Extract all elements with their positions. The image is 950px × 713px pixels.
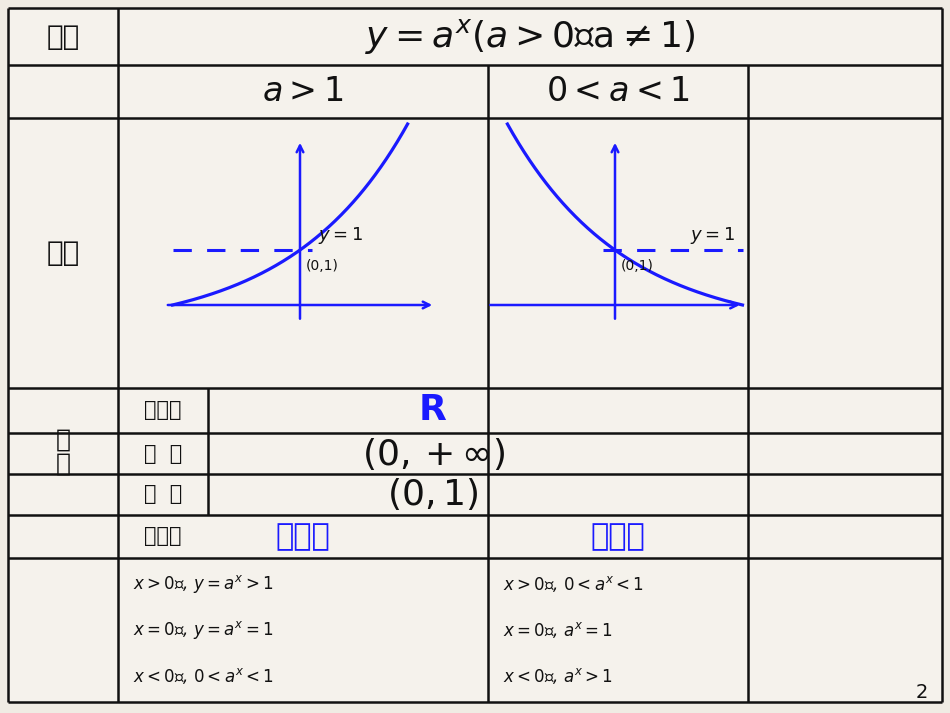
Text: $a>1$: $a>1$: [262, 75, 344, 108]
Text: $(0,+\infty)$: $(0,+\infty)$: [362, 436, 504, 471]
Text: 图象: 图象: [47, 239, 80, 267]
Text: 定义: 定义: [47, 23, 80, 51]
Text: $0<a<1$: $0<a<1$: [546, 75, 690, 108]
Text: 单调性: 单调性: [144, 526, 181, 546]
Text: $(0,1)$: $(0,1)$: [388, 476, 479, 513]
Text: $y=1$: $y=1$: [318, 225, 363, 247]
Text: $x>0$时, $0<a^x<1$: $x>0$时, $0<a^x<1$: [503, 574, 644, 594]
Text: $x=0$时, $y=a^x=1$: $x=0$时, $y=a^x=1$: [133, 619, 274, 641]
Text: $y=a^x(a>0$且$\mathrm{a}\neq1)$: $y=a^x(a>0$且$\mathrm{a}\neq1)$: [365, 17, 695, 56]
Text: $x>0$时, $y=a^x>1$: $x>0$时, $y=a^x>1$: [133, 573, 274, 595]
Text: 质: 质: [55, 451, 70, 476]
Text: (0,1): (0,1): [621, 259, 654, 273]
Text: 定义域: 定义域: [144, 401, 181, 421]
Text: $\mathbf{R}$: $\mathbf{R}$: [418, 394, 447, 428]
Text: $x<0$时, $a^x>1$: $x<0$时, $a^x>1$: [503, 666, 613, 686]
Text: (0,1): (0,1): [306, 259, 339, 273]
Text: $x=0$时, $a^x=1$: $x=0$时, $a^x=1$: [503, 620, 613, 640]
Text: 定  点: 定 点: [143, 485, 182, 505]
Text: $x<0$时, $0<a^x<1$: $x<0$时, $0<a^x<1$: [133, 666, 274, 686]
Text: 2: 2: [916, 682, 928, 702]
Text: 值  域: 值 域: [143, 443, 182, 463]
Text: 减函数: 减函数: [591, 522, 645, 551]
Text: $y=1$: $y=1$: [690, 225, 735, 247]
Text: 增函数: 增函数: [276, 522, 331, 551]
Text: 性: 性: [55, 428, 70, 451]
